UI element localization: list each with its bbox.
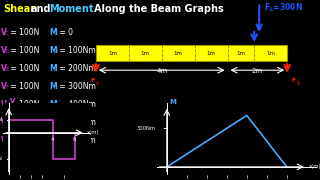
Text: A: A — [96, 81, 99, 86]
Text: V: V — [1, 82, 7, 91]
Text: I: I — [53, 139, 55, 144]
Text: I: I — [5, 139, 7, 144]
Text: x(m): x(m) — [309, 164, 320, 169]
Text: E: E — [159, 35, 164, 44]
Text: V: V — [1, 46, 7, 55]
Text: V: V — [1, 28, 7, 37]
Text: C: C — [53, 31, 57, 36]
Text: = 300Nm: = 300Nm — [57, 82, 95, 91]
Text: H: H — [53, 121, 57, 126]
Text: $\mathbf{F_L}$=300N: $\mathbf{F_L}$=300N — [264, 1, 303, 14]
Text: V: V — [1, 100, 7, 109]
Text: M: M — [49, 64, 57, 73]
Text: = -200N: = -200N — [9, 136, 43, 145]
Text: D: D — [126, 35, 132, 44]
Text: I: I — [286, 35, 289, 44]
Text: D: D — [53, 49, 57, 54]
Text: G: G — [224, 35, 231, 44]
Text: V: V — [1, 118, 7, 127]
Text: G: G — [53, 103, 57, 108]
Text: F: F — [91, 78, 95, 83]
Text: -200N: -200N — [0, 156, 3, 161]
Text: C: C — [93, 35, 99, 44]
Bar — [96, 45, 287, 61]
Text: F: F — [291, 78, 295, 83]
Text: V: V — [1, 136, 7, 145]
Text: E: E — [53, 67, 57, 72]
Text: V: V — [10, 98, 16, 104]
Text: F: F — [53, 85, 56, 90]
Text: = -200N: = -200N — [9, 118, 43, 127]
Text: M: M — [49, 46, 57, 55]
Text: Shear: Shear — [3, 3, 35, 13]
Text: 4m: 4m — [156, 68, 167, 75]
Text: B: B — [296, 81, 300, 86]
Text: x(m): x(m) — [87, 130, 100, 135]
Text: M: M — [49, 82, 57, 91]
Text: 2m: 2m — [252, 68, 263, 75]
Text: M: M — [49, 118, 57, 127]
Text: 1m: 1m — [236, 51, 245, 56]
Text: M: M — [49, 136, 57, 145]
Text: 300Nm: 300Nm — [137, 126, 156, 131]
Text: 6: 6 — [73, 137, 76, 142]
Text: H: H — [5, 121, 9, 126]
Text: = 200Nm: = 200Nm — [57, 64, 95, 73]
Text: = 100N: = 100N — [9, 82, 40, 91]
Text: D: D — [5, 49, 9, 54]
Text: = 100N: = 100N — [9, 64, 40, 73]
Text: F: F — [5, 85, 8, 90]
Text: = 100N: = 100N — [9, 46, 40, 55]
Text: = 200Nm: = 200Nm — [57, 136, 95, 145]
Text: C: C — [5, 31, 9, 36]
Text: F: F — [192, 35, 197, 44]
Text: and: and — [30, 3, 51, 13]
Text: M: M — [170, 98, 177, 105]
Text: V: V — [1, 64, 7, 73]
Text: 1m: 1m — [266, 51, 275, 56]
Text: 1m: 1m — [207, 51, 216, 56]
Text: 1m: 1m — [108, 51, 117, 56]
Text: 100N: 100N — [0, 117, 3, 122]
Text: Moment: Moment — [50, 3, 94, 13]
Text: = 0: = 0 — [57, 28, 73, 37]
Text: = 400Nm: = 400Nm — [57, 100, 95, 109]
Text: G: G — [5, 103, 9, 108]
Text: Along the Beam Graphs: Along the Beam Graphs — [94, 3, 224, 13]
Text: = 400Nm: = 400Nm — [57, 118, 95, 127]
Text: = 100N: = 100N — [9, 100, 40, 109]
Text: = 100Nm: = 100Nm — [57, 46, 95, 55]
Text: E: E — [5, 67, 8, 72]
Text: H: H — [251, 35, 258, 44]
Text: 4: 4 — [51, 137, 54, 142]
Text: 1m: 1m — [141, 51, 150, 56]
Text: M: M — [49, 100, 57, 109]
Text: = 100N: = 100N — [9, 28, 40, 37]
Text: 1m: 1m — [174, 51, 183, 56]
Text: M: M — [49, 28, 57, 37]
